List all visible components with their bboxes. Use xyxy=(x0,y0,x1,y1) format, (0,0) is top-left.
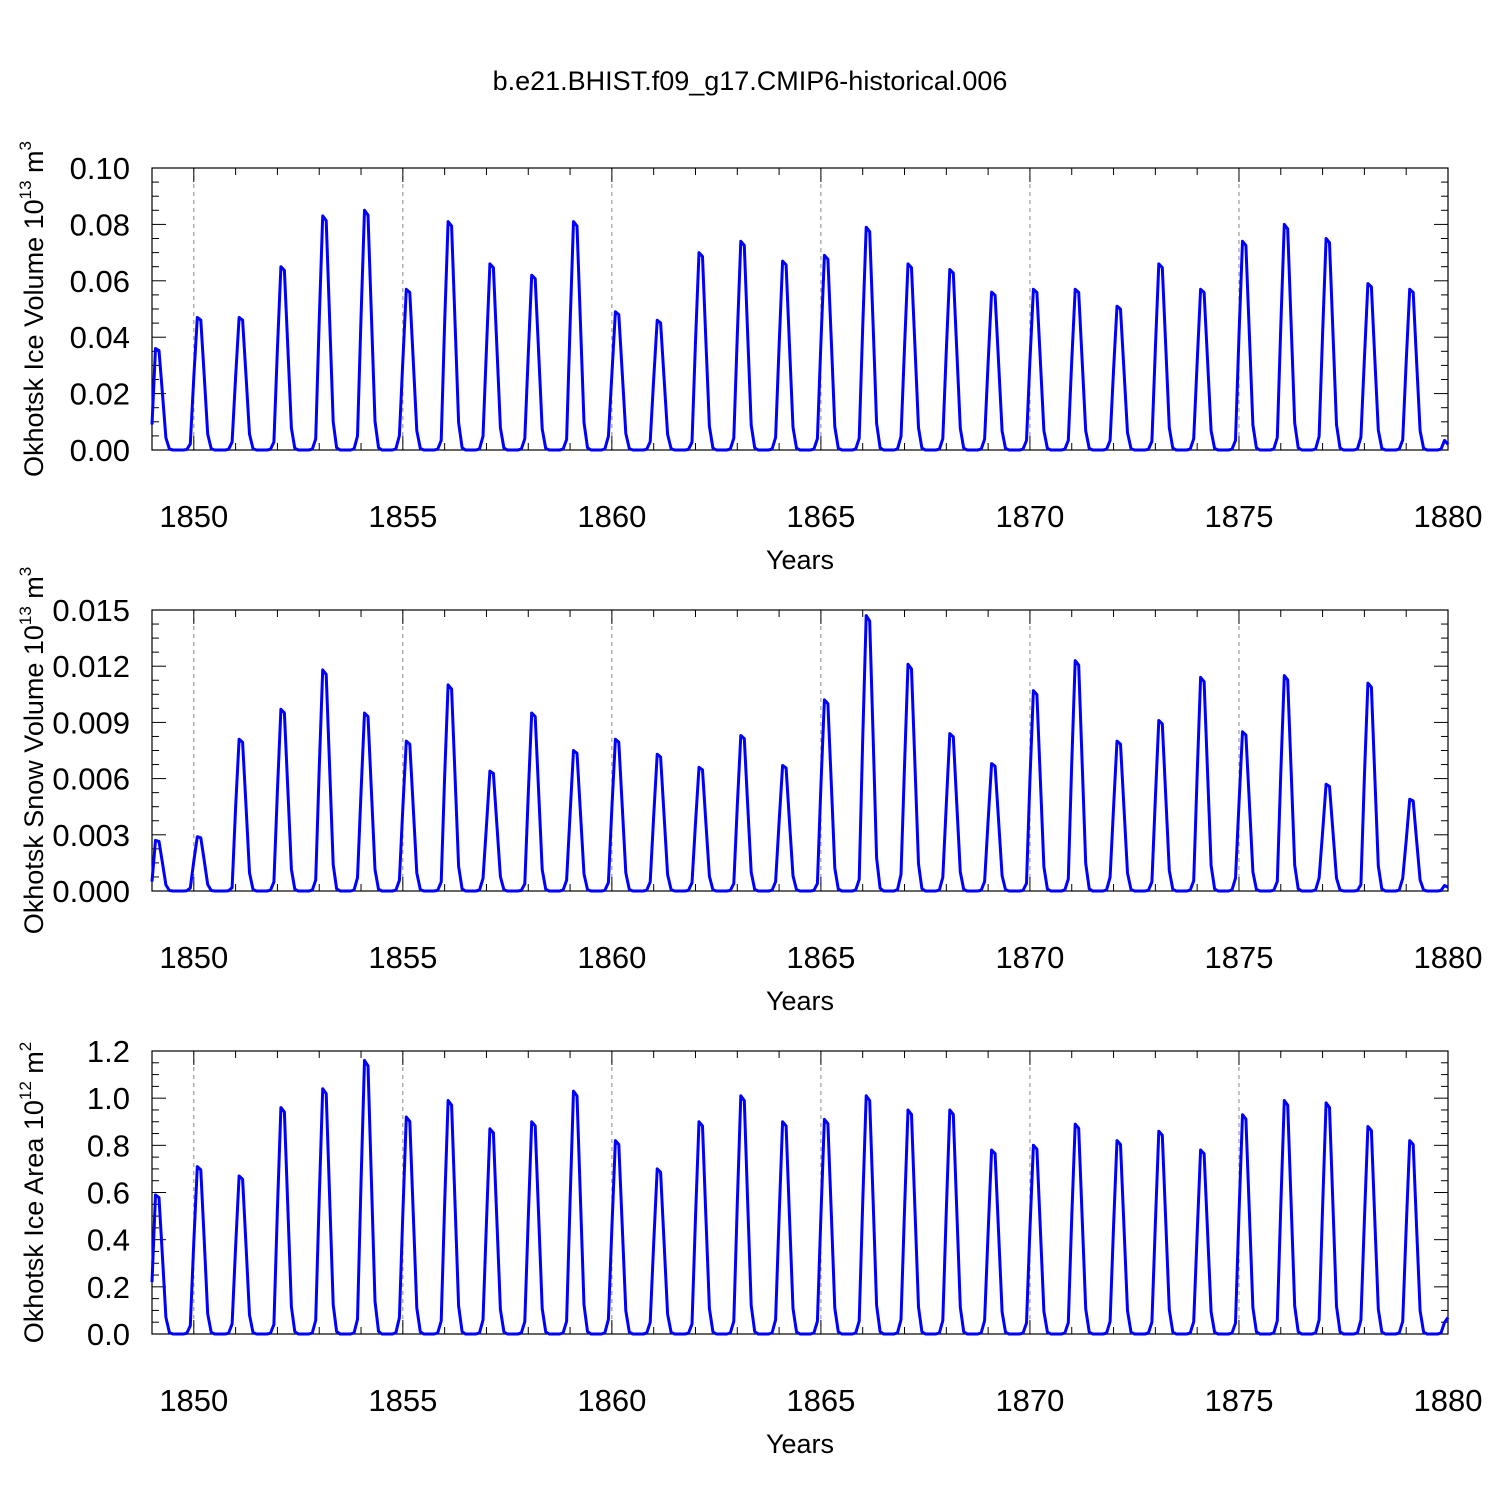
y-tick-label: 0.012 xyxy=(52,649,130,684)
y-axis-label-space xyxy=(19,599,49,607)
y-axis-label-main: Okhotsk Ice Area 10 xyxy=(19,1100,49,1343)
y-tick-label: 0.009 xyxy=(52,705,130,740)
y-axis-label-exponent: 13 xyxy=(16,180,35,199)
x-tick-label: 1870 xyxy=(995,940,1064,975)
y-axis-label-exponent: 12 xyxy=(16,1081,35,1100)
x-tick-label: 1875 xyxy=(1204,1383,1273,1418)
y-tick-label: 0.2 xyxy=(87,1270,130,1305)
x-axis-label: Years xyxy=(766,986,834,1016)
x-tick-label: 1865 xyxy=(786,499,855,534)
y-axis-label-unit: m xyxy=(19,576,49,599)
y-tick-label: 0.8 xyxy=(87,1128,130,1163)
y-axis-label-unit-exponent: 2 xyxy=(16,1042,35,1051)
y-axis-label-unit-exponent: 3 xyxy=(16,141,35,150)
figure-title: b.e21.BHIST.f09_g17.CMIP6-historical.006 xyxy=(493,66,1008,96)
x-tick-label: 1875 xyxy=(1204,499,1273,534)
plot-frame xyxy=(151,609,1449,892)
y-axis-label-unit: m xyxy=(19,150,49,173)
x-tick-label: 1855 xyxy=(368,1383,437,1418)
series-line-ice-volume xyxy=(150,208,1450,452)
x-tick-label: 1870 xyxy=(995,499,1064,534)
y-tick-label: 0.006 xyxy=(52,762,130,797)
series-line-snow-volume xyxy=(150,614,1449,893)
y-axis-label-main: Okhotsk Snow Volume 10 xyxy=(19,625,49,934)
y-tick-label: 0.02 xyxy=(70,377,130,412)
y-tick-label: 0.0 xyxy=(87,1317,130,1352)
x-tick-label: 1880 xyxy=(1414,1383,1483,1418)
x-tick-label: 1850 xyxy=(159,940,228,975)
x-axis-label: Years xyxy=(766,1429,834,1459)
y-tick-label: 0.6 xyxy=(87,1176,130,1211)
y-axis-label-space xyxy=(19,173,49,181)
y-tick-label: 0.00 xyxy=(70,433,130,468)
y-tick-label: 0.003 xyxy=(52,818,130,853)
y-tick-label: 0.4 xyxy=(87,1223,130,1258)
y-axis-label-unit: m xyxy=(19,1051,49,1074)
x-tick-label: 1875 xyxy=(1204,940,1273,975)
y-tick-label: 0.000 xyxy=(52,874,130,909)
x-tick-label: 1860 xyxy=(577,499,646,534)
y-axis-label-main: Okhotsk Ice Volume 10 xyxy=(19,199,49,477)
x-tick-label: 1865 xyxy=(786,1383,855,1418)
x-tick-label: 1865 xyxy=(786,940,855,975)
y-tick-label: 0.04 xyxy=(70,320,130,355)
x-tick-label: 1855 xyxy=(368,940,437,975)
y-axis-label: Okhotsk Snow Volume 1013 m3 xyxy=(16,567,49,935)
y-axis-label-space xyxy=(19,1074,49,1082)
x-tick-label: 1860 xyxy=(577,940,646,975)
y-tick-label: 0.06 xyxy=(70,264,130,299)
panel-ice-volume: 0.00 0.02 0.04 0.06 0.08 0.10 1850 1855 1860 1865… xyxy=(16,141,1482,575)
x-axis-label: Years xyxy=(766,545,834,575)
x-tick-label: 1850 xyxy=(159,499,228,534)
x-tick-label: 1860 xyxy=(577,1383,646,1418)
x-tick-label: 1855 xyxy=(368,499,437,534)
y-axis-label: Okhotsk Ice Volume 1013 m3 xyxy=(16,141,49,477)
y-tick-label: 0.08 xyxy=(70,207,130,242)
panel-ice-area: 0.0 0.2 0.4 0.6 0.8 1.0 1.2 1850 1855 1860 1865 187… xyxy=(16,1034,1482,1459)
y-axis-label-unit-exponent: 3 xyxy=(16,567,35,576)
y-tick-label: 0.015 xyxy=(52,593,130,628)
series-line-ice-area xyxy=(150,1058,1450,1336)
x-tick-label: 1870 xyxy=(995,1383,1064,1418)
y-axis-label-exponent: 13 xyxy=(16,606,35,625)
x-tick-label: 1880 xyxy=(1414,940,1483,975)
y-axis-label: Okhotsk Ice Area 1012 m2 xyxy=(16,1042,49,1344)
y-tick-label: 0.10 xyxy=(70,151,130,186)
panel-snow-volume: 0.000 0.003 0.006 0.009 0.012 0.015 1850 1855 18… xyxy=(16,567,1482,1016)
y-tick-label: 1.2 xyxy=(87,1034,130,1069)
y-tick-label: 1.0 xyxy=(87,1081,130,1116)
x-tick-label: 1880 xyxy=(1414,499,1483,534)
x-tick-label: 1850 xyxy=(159,1383,228,1418)
